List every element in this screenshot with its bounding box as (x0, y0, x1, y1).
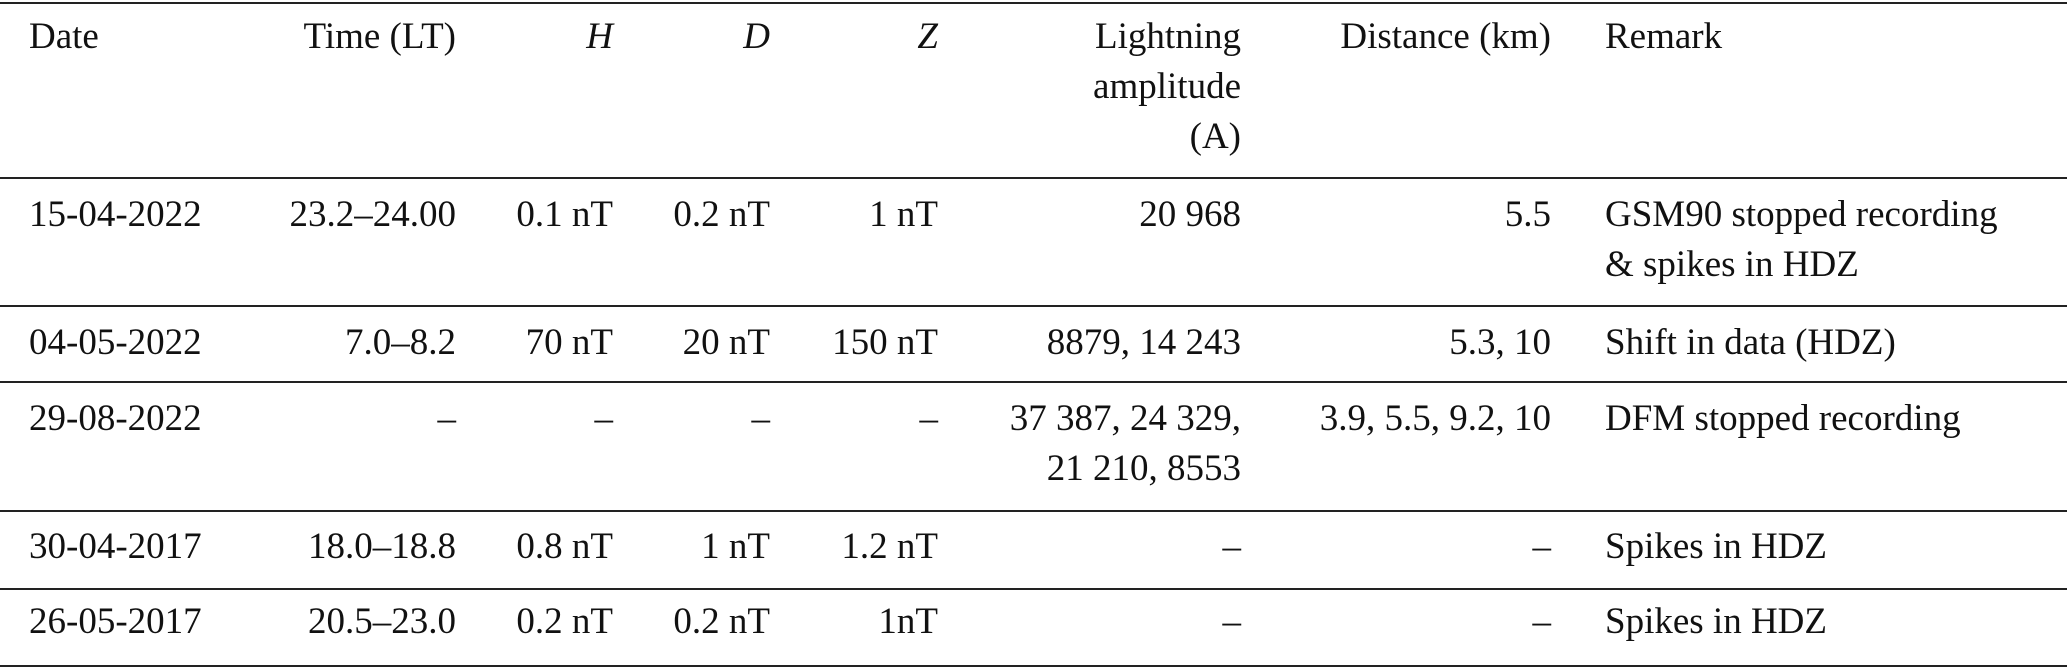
table-cell: 04-05-2022 (29, 322, 202, 363)
table-cell: 5.5 (1504, 194, 1551, 235)
table-cell: 7.0–8.2 (345, 322, 456, 363)
table-cell: 15-04-2022 (29, 194, 202, 235)
table-cell: GSM90 stopped recording & spikes in HDZ (1605, 190, 1998, 290)
table-cell: Spikes in HDZ (1605, 601, 1827, 642)
rule (0, 305, 2067, 307)
table-cell: 1nT (878, 601, 938, 642)
table-cell: 0.8 nT (516, 526, 613, 567)
header-cell: H (586, 16, 613, 57)
table-cell: 1 nT (869, 194, 938, 235)
table-cell: 37 387, 24 329, 21 210, 8553 (641, 394, 1241, 494)
table-cell: 5.3, 10 (1449, 322, 1551, 363)
table-cell: DFM stopped recording (1605, 398, 1961, 439)
table-cell: – (594, 398, 614, 439)
table-cell: 20 nT (682, 322, 770, 363)
table-cell: 70 nT (525, 322, 613, 363)
table-cell: – (437, 398, 457, 439)
table-cell: 18.0–18.8 (308, 526, 456, 567)
table-cell: 150 nT (832, 322, 938, 363)
table-cell: 23.2–24.00 (289, 194, 457, 235)
table-cell: 20 968 (1139, 194, 1241, 235)
table-cell: – (919, 398, 939, 439)
header-cell: Distance (km) (1340, 16, 1551, 57)
cell-line: 21 210, 8553 (1046, 448, 1241, 489)
table-cell: 0.1 nT (516, 194, 613, 235)
header-cell: Remark (1605, 16, 1723, 57)
table-cell: – (751, 398, 771, 439)
table-cell: Shift in data (HDZ) (1605, 322, 1896, 363)
table-cell: 1 nT (701, 526, 770, 567)
table-cell: 1.2 nT (841, 526, 938, 567)
rule (0, 2, 2067, 4)
cell-line: (A) (1189, 116, 1241, 157)
table-cell: 0.2 nT (673, 194, 770, 235)
header-cell: D (743, 16, 770, 57)
rule (0, 177, 2067, 179)
table-cell: – (1222, 601, 1242, 642)
table-cell: 26-05-2017 (29, 601, 202, 642)
cell-line: amplitude (1093, 66, 1241, 107)
header-cell: Time (LT) (303, 16, 456, 57)
cell-line: 37 387, 24 329, (1009, 398, 1241, 439)
table-cell: 0.2 nT (516, 601, 613, 642)
table-cell: Spikes in HDZ (1605, 526, 1827, 567)
table-cell: – (1222, 526, 1242, 567)
table-cell: 8879, 14 243 (1046, 322, 1241, 363)
table-cell: 29-08-2022 (29, 398, 202, 439)
table-cell: 3.9, 5.5, 9.2, 10 (1319, 398, 1551, 439)
rule (0, 510, 2067, 512)
rule (0, 665, 2067, 667)
header-cell: Z (917, 16, 938, 57)
table-cell: 30-04-2017 (29, 526, 202, 567)
table-cell: 0.2 nT (673, 601, 770, 642)
rule (0, 588, 2067, 590)
header-cell: Date (29, 16, 99, 57)
cell-line: Lightning (1095, 16, 1241, 57)
table-cell: 20.5–23.0 (308, 601, 456, 642)
cell-line: GSM90 stopped recording (1605, 194, 1998, 235)
cell-line: & spikes in HDZ (1605, 244, 1859, 285)
rule (0, 381, 2067, 383)
table-cell: – (1532, 601, 1552, 642)
header-cell: Lightning amplitude (A) (641, 12, 1241, 162)
table-cell: – (1532, 526, 1552, 567)
